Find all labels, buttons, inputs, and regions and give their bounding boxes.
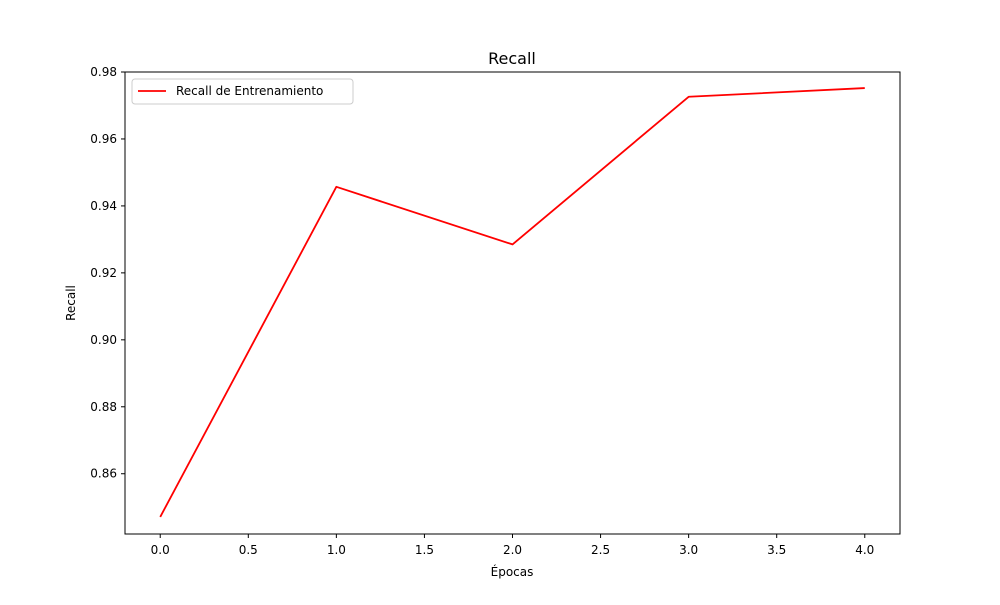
x-tick-label: 2.5 bbox=[591, 543, 610, 557]
y-tick-label: 0.96 bbox=[90, 132, 117, 146]
chart-title: Recall bbox=[488, 49, 536, 68]
x-tick-label: 2.0 bbox=[503, 543, 522, 557]
x-axis-label: Épocas bbox=[491, 564, 534, 579]
y-tick-label: 0.92 bbox=[90, 266, 117, 280]
x-axis: 0.0 0.5 1.0 1.5 2.0 2.5 3.0 3.5 4.0 bbox=[151, 534, 875, 557]
legend: Recall de Entrenamiento bbox=[132, 79, 353, 104]
plot-frame bbox=[125, 72, 900, 534]
plot-area bbox=[125, 72, 900, 534]
y-axis: 0.86 0.88 0.90 0.92 0.94 0.96 0.98 bbox=[90, 65, 125, 481]
x-tick-label: 4.0 bbox=[855, 543, 874, 557]
x-tick-label: 1.5 bbox=[415, 543, 434, 557]
y-axis-label: Recall bbox=[64, 285, 78, 321]
x-tick-label: 0.5 bbox=[239, 543, 258, 557]
series-layer bbox=[160, 88, 865, 517]
y-tick-label: 0.98 bbox=[90, 65, 117, 79]
y-tick-label: 0.90 bbox=[90, 333, 117, 347]
y-tick-label: 0.94 bbox=[90, 199, 117, 213]
x-tick-label: 1.0 bbox=[327, 543, 346, 557]
y-tick-label: 0.88 bbox=[90, 400, 117, 414]
series-line-0 bbox=[160, 88, 865, 517]
x-tick-label: 3.5 bbox=[767, 543, 786, 557]
y-tick-label: 0.86 bbox=[90, 467, 117, 481]
legend-label-recall: Recall de Entrenamiento bbox=[176, 84, 323, 98]
x-tick-label: 3.0 bbox=[679, 543, 698, 557]
x-tick-label: 0.0 bbox=[151, 543, 170, 557]
